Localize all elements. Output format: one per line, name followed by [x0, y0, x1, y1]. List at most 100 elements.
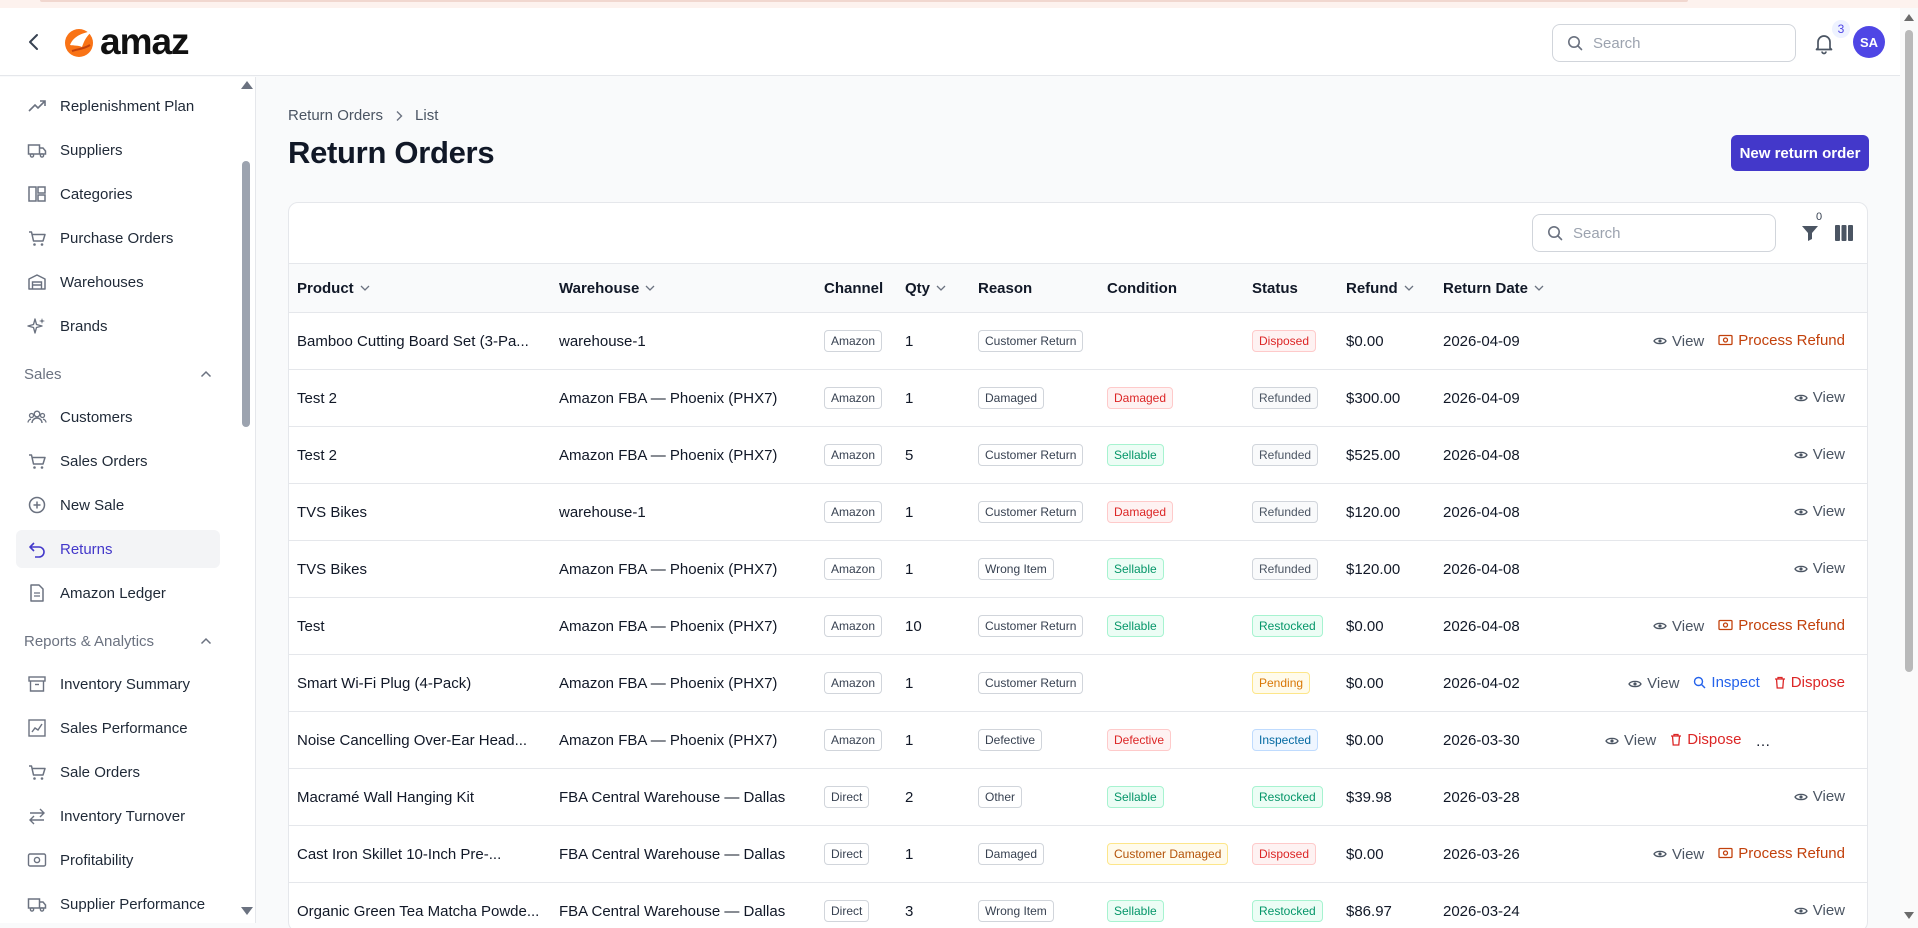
filter-icon[interactable] — [1799, 222, 1821, 244]
table-search[interactable] — [1532, 214, 1776, 252]
column-header-product[interactable]: Product — [289, 263, 551, 313]
sidebar-item-profitability[interactable]: Profitability — [16, 841, 220, 879]
cell-channel: Amazon — [816, 370, 897, 427]
view-action[interactable]: View — [1794, 902, 1845, 919]
view-action[interactable]: View — [1794, 389, 1845, 406]
sidebar-item-returns[interactable]: Returns — [16, 530, 220, 568]
cell-product[interactable]: Test — [297, 617, 325, 635]
table-row[interactable]: TVS Bikes Amazon FBA — Phoenix (PHX7) Amaz… — [289, 541, 1867, 598]
cell-product[interactable]: Test 2 — [297, 446, 338, 464]
inspect-action[interactable]: Inspect — [1693, 674, 1760, 691]
table-row[interactable]: Macramé Wall Hanging Kit FBA Central Ware… — [289, 769, 1867, 826]
cell-product[interactable]: TVS Bikes — [297, 503, 368, 521]
view-action[interactable]: View — [1794, 788, 1845, 805]
sidebar-item-purchase-orders[interactable]: Purchase Orders — [16, 219, 220, 257]
cell-product[interactable]: Cast Iron Skillet 10-Inch Pre-... — [297, 845, 502, 863]
sidebar-item-inventory-turnover[interactable]: Inventory Turnover — [16, 797, 220, 835]
header-search-input[interactable] — [1593, 34, 1763, 52]
sidebar-item-warehouses[interactable]: Warehouses — [16, 263, 220, 301]
table-row[interactable]: Bamboo Cutting Board Set (3-Pa... warehou… — [289, 313, 1867, 370]
sidebar-scrollbar[interactable] — [238, 77, 254, 923]
table-row[interactable]: Smart Wi-Fi Plug (4-Pack) Amazon FBA — Ph… — [289, 655, 1867, 712]
process-refund-action[interactable]: Process Refund — [1718, 332, 1845, 349]
view-action[interactable]: View — [1794, 560, 1845, 577]
back-button[interactable] — [22, 30, 46, 54]
view-action[interactable]: View — [1794, 503, 1845, 520]
breadcrumb-link-return-orders[interactable]: Return Orders — [288, 107, 384, 124]
logo[interactable]: amaz — [62, 21, 190, 62]
view-action[interactable]: View — [1653, 333, 1704, 350]
process-refund-action[interactable]: Process Refund — [1755, 731, 1867, 748]
sidebar-item-sales-orders[interactable]: Sales Orders — [16, 442, 220, 480]
columns-icon[interactable] — [1833, 222, 1855, 244]
column-header-refund[interactable]: Refund — [1338, 263, 1435, 313]
scroll-up-arrow-icon[interactable] — [1904, 14, 1914, 21]
scroll-down-arrow-icon[interactable] — [241, 907, 253, 915]
cell-actions: View Inspect Dispose — [1583, 655, 1867, 712]
view-action[interactable]: View — [1653, 846, 1704, 863]
sidebar-item-inventory-summary[interactable]: Inventory Summary — [16, 665, 220, 703]
scroll-down-arrow-icon[interactable] — [1904, 912, 1914, 919]
trash-icon — [1671, 733, 1682, 746]
column-header-channel: Channel — [816, 263, 897, 313]
table-row[interactable]: Cast Iron Skillet 10-Inch Pre-... FBA Cen… — [289, 826, 1867, 883]
table-row[interactable]: Test Amazon FBA — Phoenix (PHX7) Amazon 10 C… — [289, 598, 1867, 655]
column-header-warehouse[interactable]: Warehouse — [551, 263, 816, 313]
sidebar-item-replenishment-plan[interactable]: Replenishment Plan — [16, 87, 220, 125]
sparkles-icon — [26, 315, 48, 337]
action-label: View — [1672, 332, 1705, 350]
column-header-return-date[interactable]: Return Date — [1435, 263, 1583, 313]
avatar[interactable]: SA — [1853, 26, 1885, 58]
cell-product[interactable]: Organic Green Tea Matcha Powde... — [297, 902, 540, 920]
table-row[interactable]: Noise Cancelling Over-Ear Head... Amazon … — [289, 712, 1867, 769]
sidebar-item-sale-orders[interactable]: Sale Orders — [16, 753, 220, 791]
table-row[interactable]: TVS Bikes warehouse-1 Amazon 1 Customer Retu… — [289, 484, 1867, 541]
logo-mark-icon — [65, 29, 93, 57]
table-row[interactable]: Test 2 Amazon FBA — Phoenix (PHX7) Amazon 1… — [289, 370, 1867, 427]
sidebar-item-customers[interactable]: Customers — [16, 398, 220, 436]
sidebar-section-sales[interactable]: Sales — [24, 363, 212, 385]
table-row[interactable]: Test 2 Amazon FBA — Phoenix (PHX7) Amazon 5… — [289, 427, 1867, 484]
view-action[interactable]: View — [1794, 446, 1845, 463]
scroll-up-arrow-icon[interactable] — [241, 81, 253, 89]
table-search-input[interactable] — [1573, 224, 1743, 242]
breadcrumb: Return Orders List — [288, 107, 438, 124]
column-header-qty[interactable]: Qty — [897, 263, 970, 313]
cell-actions: View Process Refund — [1583, 313, 1867, 370]
cell-product[interactable]: Noise Cancelling Over-Ear Head... — [297, 731, 528, 749]
sidebar-scrollbar-thumb[interactable] — [242, 161, 250, 427]
header-search[interactable] — [1552, 24, 1796, 62]
process-refund-action[interactable]: Process Refund — [1718, 845, 1845, 862]
view-action[interactable]: View — [1605, 732, 1656, 749]
sidebar-item-brands[interactable]: Brands — [16, 307, 220, 345]
action-label: Dispose — [1790, 673, 1845, 691]
view-action[interactable]: View — [1628, 675, 1679, 692]
cell-warehouse: Amazon FBA — Phoenix (PHX7) — [559, 674, 778, 692]
truck-icon — [26, 139, 48, 161]
page-scrollbar[interactable] — [1900, 8, 1918, 928]
sidebar-item-sales-performance[interactable]: Sales Performance — [16, 709, 220, 747]
new-return-order-button[interactable]: New return order — [1731, 135, 1869, 171]
process-refund-action[interactable]: Process Refund — [1718, 617, 1845, 634]
cell-product[interactable]: Smart Wi-Fi Plug (4-Pack) — [297, 674, 472, 692]
cell-product[interactable]: Macramé Wall Hanging Kit — [297, 788, 475, 806]
breadcrumb-current: List — [415, 107, 439, 124]
sidebar-item-label: Suppliers — [60, 141, 123, 159]
view-action[interactable]: View — [1653, 618, 1704, 635]
cell-return-date: 2026-03-28 — [1443, 788, 1520, 806]
sidebar-item-supplier-performance[interactable]: Supplier Performance — [16, 885, 220, 923]
cell-product[interactable]: Test 2 — [297, 389, 338, 407]
bell-icon[interactable] — [1812, 31, 1836, 55]
dispose-action[interactable]: Dispose — [1670, 731, 1741, 748]
scrollbar-thumb[interactable] — [1905, 30, 1913, 672]
sidebar-item-amazon-ledger[interactable]: Amazon Ledger — [16, 574, 220, 612]
sidebar-item-categories[interactable]: Categories — [16, 175, 220, 213]
sidebar-section-reports[interactable]: Reports & Analytics — [24, 630, 212, 652]
cell-product[interactable]: TVS Bikes — [297, 560, 368, 578]
cell-product[interactable]: Bamboo Cutting Board Set (3-Pa... — [297, 332, 529, 350]
cell-condition: Customer Damaged — [1099, 826, 1244, 883]
table-row[interactable]: Organic Green Tea Matcha Powde... FBA Cen… — [289, 883, 1867, 928]
sidebar-item-new-sale[interactable]: New Sale — [16, 486, 220, 524]
sidebar-item-suppliers[interactable]: Suppliers — [16, 131, 220, 169]
dispose-action[interactable]: Dispose — [1774, 674, 1845, 691]
